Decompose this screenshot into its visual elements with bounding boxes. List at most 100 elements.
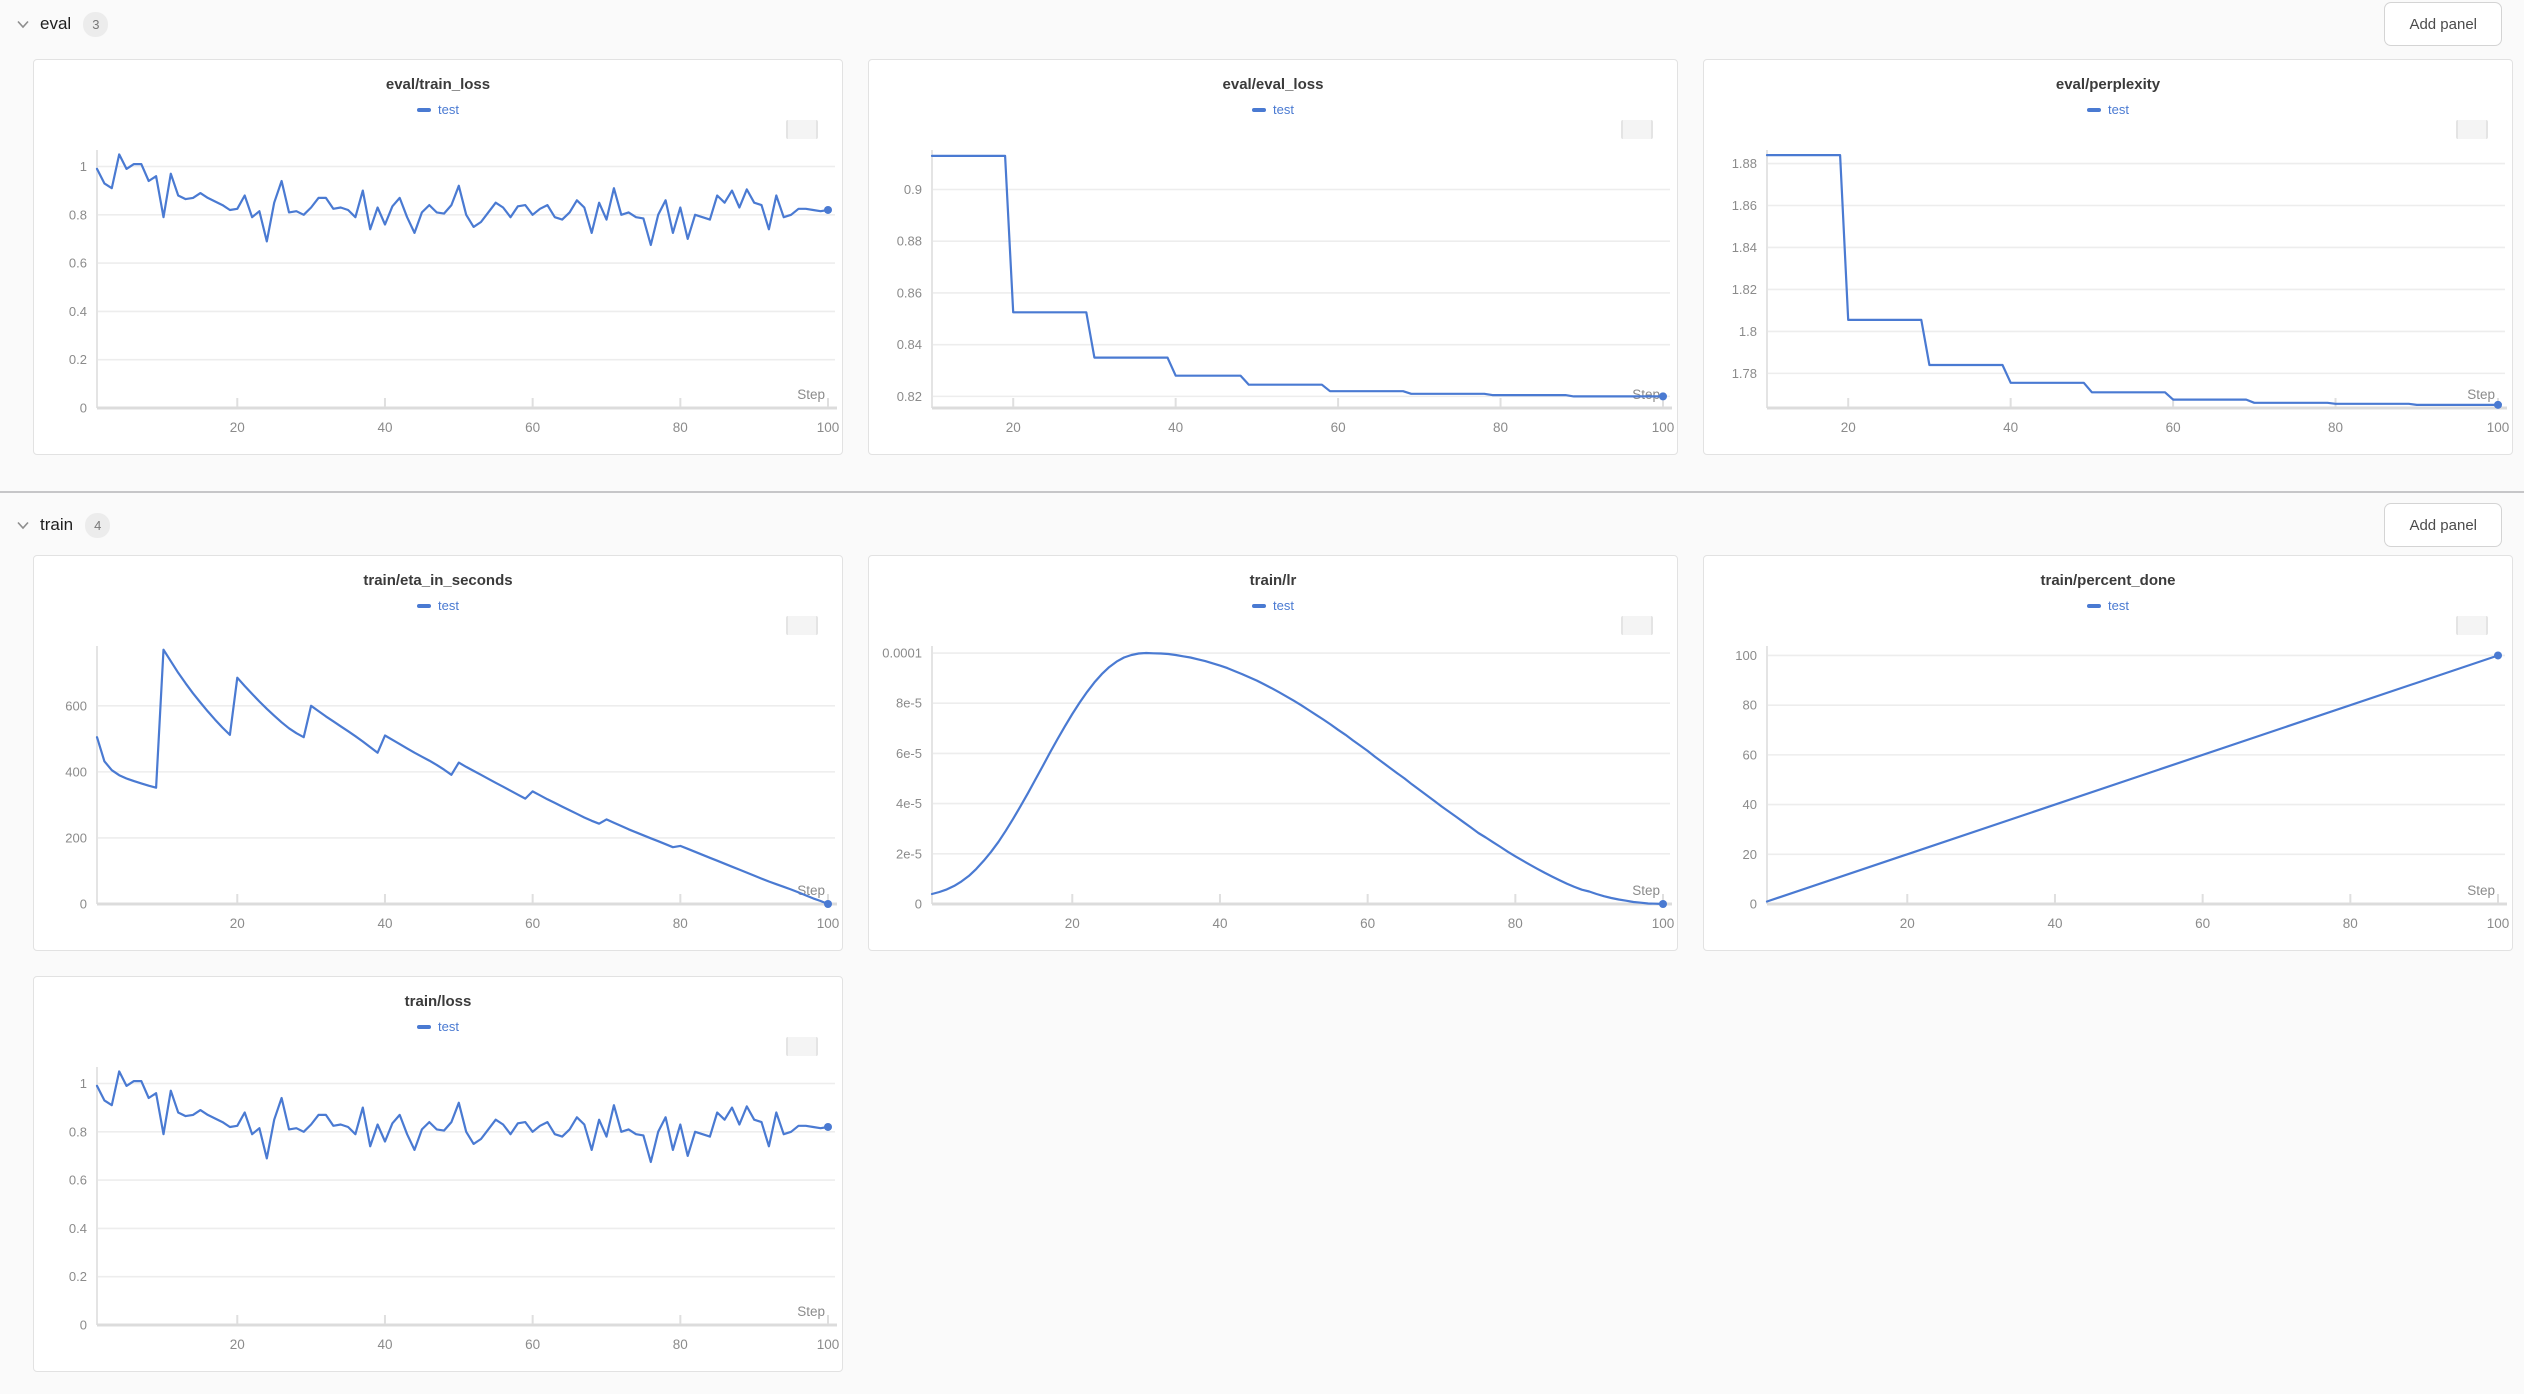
chart-panel-eval-train-loss: eval/train_loss test 0 0.2 0.4 0.6 0.8 1 20 40 6… (33, 59, 843, 455)
section-divider (0, 491, 2524, 493)
legend-line-swatch (417, 1024, 432, 1029)
legend-run-name: test (1273, 598, 1294, 613)
eval-panels-row: eval/train_loss test 0 0.2 0.4 0.6 0.8 1 20 40 6… (33, 59, 2513, 455)
chart-panel-train-lr: train/lr test 0 2e-5 4e-5 6e-5 8e-5 0.0001 20 4… (868, 555, 1678, 951)
chart-legend[interactable]: test (1704, 102, 2512, 117)
svg-text:600: 600 (65, 698, 87, 713)
svg-text:60: 60 (2166, 420, 2181, 435)
svg-text:0.84: 0.84 (897, 337, 922, 352)
svg-text:100: 100 (1652, 420, 1675, 435)
svg-text:8e-5: 8e-5 (896, 696, 922, 711)
panel-hover-action-placeholder[interactable] (786, 1037, 818, 1056)
svg-text:60: 60 (2195, 916, 2210, 931)
section-title-train[interactable]: train (40, 515, 74, 534)
svg-text:40: 40 (377, 916, 392, 931)
svg-text:0.8: 0.8 (69, 1124, 87, 1139)
panel-hover-action-placeholder[interactable] (1621, 120, 1653, 139)
svg-text:0.2: 0.2 (69, 352, 87, 367)
svg-text:1.8: 1.8 (1739, 324, 1757, 339)
svg-text:Step: Step (797, 883, 825, 898)
chart-panel-eval-perplexity: eval/perplexity test 1.78 1.8 1.82 1.84 1.86… (1703, 59, 2513, 455)
svg-text:Step: Step (1632, 387, 1660, 402)
add-panel-button[interactable]: Add panel (2384, 503, 2502, 547)
svg-text:0: 0 (80, 897, 87, 912)
svg-text:100: 100 (817, 916, 840, 931)
svg-text:0.6: 0.6 (69, 1173, 87, 1188)
svg-text:0: 0 (80, 1318, 87, 1333)
legend-run-name: test (1273, 102, 1294, 117)
line-chart[interactable]: 0 200 400 600 20 40 60 80 100 Step (35, 556, 841, 950)
chart-panel-train-percent-done: train/percent_done test 0 20 40 60 80 100 20 40… (1703, 555, 2513, 951)
svg-text:0: 0 (80, 401, 87, 416)
panel-count-badge: 3 (83, 11, 109, 37)
svg-text:60: 60 (525, 916, 540, 931)
svg-text:100: 100 (2487, 420, 2510, 435)
chart-legend[interactable]: test (34, 1019, 842, 1034)
svg-text:40: 40 (1168, 420, 1183, 435)
legend-line-swatch (1252, 603, 1267, 608)
chart-legend[interactable]: test (34, 598, 842, 613)
chart-legend[interactable]: test (34, 102, 842, 117)
svg-text:0.9: 0.9 (904, 182, 922, 197)
line-chart[interactable]: 0 20 40 60 80 100 20 40 60 80 100 Step (1705, 556, 2511, 950)
svg-text:80: 80 (2328, 420, 2343, 435)
svg-text:60: 60 (1331, 420, 1346, 435)
svg-text:Step: Step (797, 387, 825, 402)
panel-hover-action-placeholder[interactable] (2456, 616, 2488, 635)
svg-text:20: 20 (1065, 916, 1080, 931)
svg-text:100: 100 (2487, 916, 2510, 931)
svg-text:60: 60 (1743, 747, 1757, 762)
line-chart[interactable]: 0 0.2 0.4 0.6 0.8 1 20 40 60 80 100 Step (35, 60, 841, 454)
svg-text:Step: Step (1632, 883, 1660, 898)
legend-run-name: test (438, 1019, 459, 1034)
chart-title: train/loss (404, 993, 472, 1010)
svg-text:0.2: 0.2 (69, 1269, 87, 1284)
panel-hover-action-placeholder[interactable] (786, 120, 818, 139)
panel-hover-action-placeholder[interactable] (786, 616, 818, 635)
chevron-down-icon[interactable] (14, 15, 32, 33)
section-title-eval[interactable]: eval (40, 14, 72, 33)
legend-line-swatch (2087, 107, 2102, 112)
svg-text:Step: Step (2467, 387, 2495, 402)
line-chart[interactable]: 0 2e-5 4e-5 6e-5 8e-5 0.0001 20 40 60 80 100 Step (870, 556, 1676, 950)
chart-panel-eval-eval-loss: eval/eval_loss test 0.82 0.84 0.86 0.88 0.9 2… (868, 59, 1678, 455)
svg-text:0: 0 (1750, 897, 1757, 912)
line-chart[interactable]: 0 0.2 0.4 0.6 0.8 1 20 40 60 80 100 Step (35, 977, 841, 1371)
svg-text:0.4: 0.4 (69, 1221, 87, 1236)
chart-title: train/percent_done (2040, 572, 2176, 589)
line-chart[interactable]: 0.82 0.84 0.86 0.88 0.9 20 40 60 80 100 Step (870, 60, 1676, 454)
train-panels-row-1: train/eta_in_seconds test 0 200 400 600 20 40… (33, 555, 2513, 951)
svg-text:Step: Step (797, 1304, 825, 1319)
line-chart[interactable]: 1.78 1.8 1.82 1.84 1.86 1.88 20 40 60 80 100 Step (1705, 60, 2511, 454)
svg-text:60: 60 (1360, 916, 1375, 931)
legend-run-name: test (2108, 102, 2129, 117)
svg-text:0.86: 0.86 (897, 285, 922, 300)
chart-legend[interactable]: test (869, 598, 1677, 613)
svg-text:80: 80 (1493, 420, 1508, 435)
add-panel-button[interactable]: Add panel (2384, 2, 2502, 46)
svg-text:40: 40 (1743, 797, 1757, 812)
legend-line-swatch (417, 603, 432, 608)
chart-panel-train-loss: train/loss test 0 0.2 0.4 0.6 0.8 1 20 40 60 80 10… (33, 976, 843, 1372)
svg-text:100: 100 (1735, 648, 1757, 663)
chart-legend[interactable]: test (869, 102, 1677, 117)
train-panels-row-2: train/loss test 0 0.2 0.4 0.6 0.8 1 20 40 60 80 10… (33, 976, 2512, 1372)
svg-text:80: 80 (673, 916, 688, 931)
svg-text:20: 20 (1743, 847, 1757, 862)
svg-text:80: 80 (1508, 916, 1523, 931)
svg-text:1.86: 1.86 (1732, 198, 1757, 213)
svg-text:0.4: 0.4 (69, 304, 87, 319)
chart-legend[interactable]: test (1704, 598, 2512, 613)
svg-text:60: 60 (525, 1337, 540, 1352)
svg-text:40: 40 (377, 420, 392, 435)
chart-title: eval/train_loss (385, 76, 491, 93)
svg-text:20: 20 (230, 420, 245, 435)
svg-text:1.84: 1.84 (1732, 240, 1757, 255)
svg-text:1.88: 1.88 (1732, 156, 1757, 171)
panel-hover-action-placeholder[interactable] (2456, 120, 2488, 139)
chevron-down-icon[interactable] (14, 516, 32, 534)
svg-text:2e-5: 2e-5 (896, 846, 922, 861)
panel-hover-action-placeholder[interactable] (1621, 616, 1653, 635)
chart-title: eval/perplexity (2055, 76, 2161, 93)
svg-text:40: 40 (377, 1337, 392, 1352)
